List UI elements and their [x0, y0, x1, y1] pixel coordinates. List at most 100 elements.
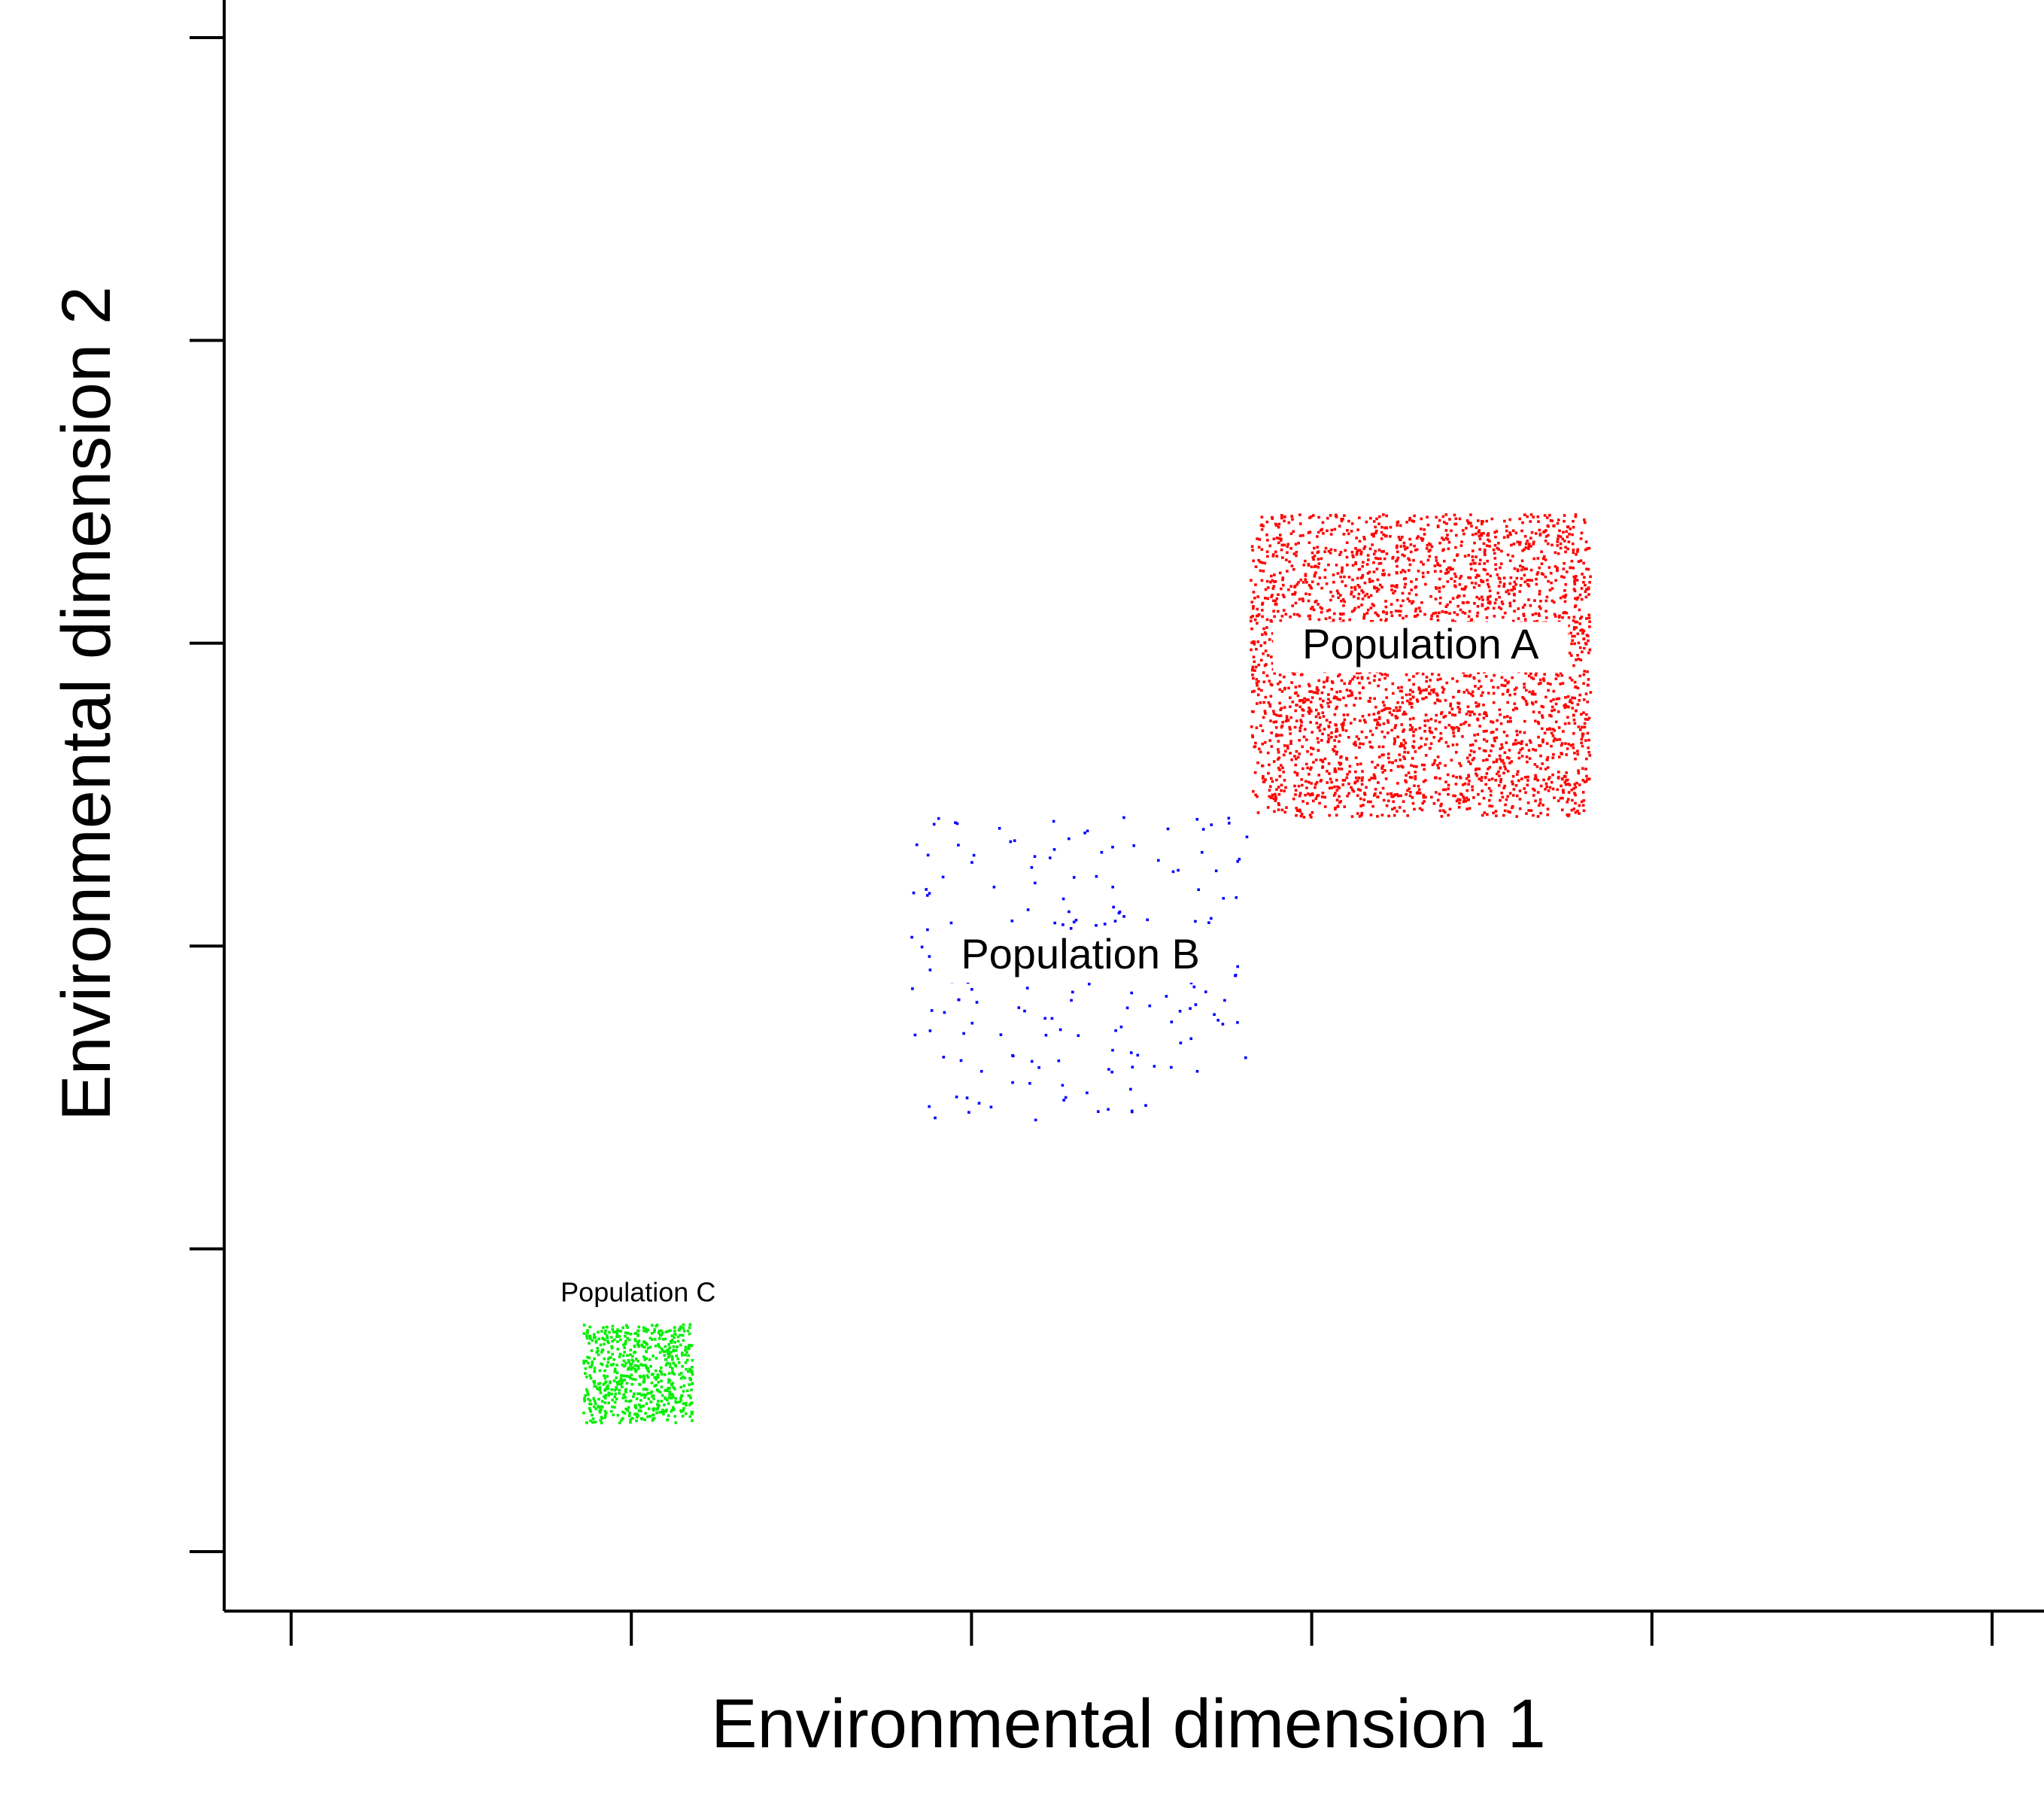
data-point [1409, 698, 1412, 701]
data-point [1501, 795, 1505, 799]
data-point [647, 1370, 651, 1373]
data-point [1566, 695, 1570, 698]
data-point [1541, 804, 1544, 807]
data-point [1554, 565, 1557, 568]
data-point [1586, 718, 1590, 721]
data-point [1347, 782, 1350, 786]
data-point [1279, 619, 1283, 622]
data-point [1531, 690, 1535, 693]
data-point [1431, 673, 1434, 676]
data-point [1369, 607, 1373, 610]
data-point [1503, 765, 1506, 768]
data-point [1538, 528, 1541, 532]
data-point [1095, 874, 1098, 878]
data-point [1340, 768, 1344, 771]
data-point [1395, 793, 1399, 796]
data-point [660, 1385, 664, 1388]
data-point [1179, 1041, 1183, 1044]
data-point [1342, 713, 1346, 716]
data-point [1399, 745, 1402, 748]
data-point [1516, 569, 1520, 573]
data-point [1587, 616, 1591, 620]
data-point [1572, 807, 1576, 810]
data-point [1516, 770, 1520, 773]
data-point [653, 1385, 657, 1388]
data-point [1482, 730, 1486, 733]
data-point [1381, 701, 1385, 704]
data-point [1386, 719, 1389, 722]
data-point [615, 1371, 619, 1375]
data-point [1322, 532, 1325, 535]
data-point [644, 1364, 648, 1367]
data-point [1256, 595, 1259, 598]
data-point [1447, 723, 1451, 727]
data-point [1507, 810, 1510, 813]
data-point [928, 1029, 932, 1032]
data-point [1332, 749, 1336, 752]
data-point [1250, 616, 1253, 619]
data-point [1409, 791, 1412, 794]
data-point [1385, 514, 1388, 518]
data-point [1439, 596, 1442, 600]
data-point [1298, 739, 1301, 742]
data-point [1448, 566, 1452, 570]
data-point [1525, 812, 1528, 815]
data-point [1496, 719, 1499, 722]
data-point [639, 1409, 642, 1412]
data-point [616, 1414, 620, 1417]
data-point [680, 1376, 683, 1380]
data-point [912, 891, 916, 895]
data-point [1401, 701, 1405, 704]
data-point [595, 1351, 598, 1354]
data-point [1530, 692, 1534, 695]
data-point [1269, 580, 1272, 584]
data-point [1396, 709, 1399, 713]
data-point [635, 1357, 638, 1361]
data-point [1261, 633, 1264, 637]
data-point [1238, 858, 1241, 861]
data-point [1401, 591, 1405, 595]
data-point [1336, 698, 1339, 701]
data-point [686, 1358, 689, 1362]
data-point [1453, 572, 1456, 576]
data-point [1372, 534, 1375, 538]
data-point [1285, 558, 1288, 561]
data-point [949, 921, 953, 925]
y-axis-title: Environmental dimension 2 [48, 286, 125, 1121]
data-point [1271, 587, 1275, 590]
data-point [1342, 613, 1345, 616]
data-point [1363, 613, 1366, 616]
data-point [1467, 615, 1471, 619]
data-point [1340, 570, 1344, 574]
data-point [1381, 786, 1385, 790]
data-point [1235, 896, 1238, 899]
data-point [1500, 676, 1504, 680]
data-point [1475, 772, 1478, 776]
data-point [1332, 794, 1336, 797]
data-point [1298, 729, 1301, 733]
data-point [1387, 814, 1390, 818]
data-point [679, 1397, 682, 1400]
data-point [1572, 619, 1575, 622]
data-point [1433, 759, 1437, 762]
data-point [1447, 540, 1451, 544]
data-point [1353, 585, 1356, 589]
data-point [1529, 672, 1532, 676]
data-point [1329, 548, 1333, 552]
data-point [1511, 780, 1514, 783]
data-point [1549, 518, 1553, 522]
data-point [1057, 1059, 1061, 1063]
data-point [1504, 679, 1507, 682]
data-point [636, 1342, 639, 1346]
data-point [1576, 550, 1579, 553]
data-point [1350, 522, 1354, 525]
data-point [1261, 615, 1264, 619]
data-point [1278, 774, 1282, 778]
data-point [1478, 768, 1481, 771]
data-point [588, 1334, 591, 1338]
data-point [1467, 774, 1470, 777]
data-point [1396, 810, 1399, 813]
data-point [1523, 776, 1527, 779]
data-point [1292, 552, 1296, 555]
data-point [1290, 758, 1293, 762]
